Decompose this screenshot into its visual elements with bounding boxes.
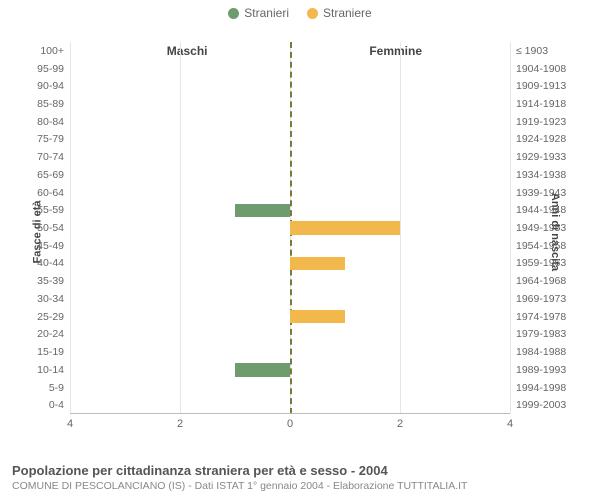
age-label: 100+ [10,46,70,57]
table-row: 20-241979-1983 [70,326,510,344]
table-row: 85-891914-1918 [70,95,510,113]
legend-label-male: Stranieri [244,6,289,20]
birth-year-label: 1989-1993 [510,365,590,376]
table-row: 90-941909-1913 [70,77,510,95]
legend-label-female: Straniere [323,6,372,20]
birth-year-label: 1949-1953 [510,223,590,234]
table-row: 25-291974-1978 [70,308,510,326]
birth-year-label: 1924-1928 [510,134,590,145]
birth-year-label: 1959-1963 [510,258,590,269]
birth-year-label: 1984-1988 [510,347,590,358]
birth-year-label: 1919-1923 [510,116,590,127]
age-label: 5-9 [10,382,70,393]
plot-area: Maschi Femmine 100+≤ 190395-991904-19089… [70,42,510,414]
table-row: 45-491954-1958 [70,237,510,255]
age-label: 40-44 [10,258,70,269]
table-row: 30-341969-1973 [70,290,510,308]
x-tick-label: 4 [507,418,513,430]
age-label: 45-49 [10,241,70,252]
table-row: 70-741929-1933 [70,148,510,166]
chart-footer: Popolazione per cittadinanza straniera p… [12,463,588,492]
table-row: 100+≤ 1903 [70,42,510,60]
birth-year-label: 1994-1998 [510,382,590,393]
table-row: 35-391964-1968 [70,272,510,290]
legend: Stranieri Straniere [0,0,600,22]
age-label: 80-84 [10,116,70,127]
x-tick-label: 0 [287,418,293,430]
age-label: 15-19 [10,347,70,358]
age-label: 95-99 [10,63,70,74]
chart-subtitle: COMUNE DI PESCOLANCIANO (IS) - Dati ISTA… [12,480,588,492]
population-pyramid-chart: Fasce di età Anni di nascita Maschi Femm… [0,22,600,442]
table-row: 15-191984-1988 [70,343,510,361]
table-row: 60-641939-1943 [70,184,510,202]
bar-female [290,310,345,323]
table-row: 5-91994-1998 [70,379,510,397]
x-tick-label: 2 [177,418,183,430]
age-label: 90-94 [10,81,70,92]
age-label: 10-14 [10,365,70,376]
birth-year-label: 1979-1983 [510,329,590,340]
chart-title: Popolazione per cittadinanza straniera p… [12,463,588,478]
bar-female [290,221,400,234]
age-label: 0-4 [10,400,70,411]
legend-swatch-female [307,8,318,19]
birth-year-label: 1909-1913 [510,81,590,92]
birth-year-label: 1969-1973 [510,294,590,305]
age-label: 20-24 [10,329,70,340]
age-label: 65-69 [10,170,70,181]
x-axis-baseline [70,413,510,414]
birth-year-label: 1944-1948 [510,205,590,216]
birth-year-label: 1974-1978 [510,311,590,322]
table-row: 65-691934-1938 [70,166,510,184]
birth-year-label: 1999-2003 [510,400,590,411]
birth-year-label: 1939-1943 [510,187,590,198]
legend-item-female: Straniere [307,6,372,20]
table-row: 40-441959-1963 [70,255,510,273]
age-label: 50-54 [10,223,70,234]
age-label: 75-79 [10,134,70,145]
birth-year-label: 1904-1908 [510,63,590,74]
birth-year-label: 1929-1933 [510,152,590,163]
table-row: 0-41999-2003 [70,396,510,414]
table-row: 80-841919-1923 [70,113,510,131]
chart-rows: 100+≤ 190395-991904-190890-941909-191385… [70,42,510,414]
age-label: 25-29 [10,311,70,322]
x-tick-label: 2 [397,418,403,430]
bar-male [235,363,290,376]
age-label: 60-64 [10,187,70,198]
age-label: 55-59 [10,205,70,216]
legend-item-male: Stranieri [228,6,289,20]
bar-male [235,204,290,217]
birth-year-label: ≤ 1903 [510,46,590,57]
table-row: 50-541949-1953 [70,219,510,237]
age-label: 85-89 [10,99,70,110]
birth-year-label: 1914-1918 [510,99,590,110]
table-row: 10-141989-1993 [70,361,510,379]
table-row: 95-991904-1908 [70,60,510,78]
table-row: 75-791924-1928 [70,131,510,149]
x-tick-label: 4 [67,418,73,430]
age-label: 35-39 [10,276,70,287]
table-row: 55-591944-1948 [70,201,510,219]
age-label: 30-34 [10,294,70,305]
birth-year-label: 1934-1938 [510,170,590,181]
birth-year-label: 1954-1958 [510,241,590,252]
birth-year-label: 1964-1968 [510,276,590,287]
bar-female [290,257,345,270]
legend-swatch-male [228,8,239,19]
age-label: 70-74 [10,152,70,163]
x-axis-labels: 4 2 0 2 4 [70,418,510,434]
